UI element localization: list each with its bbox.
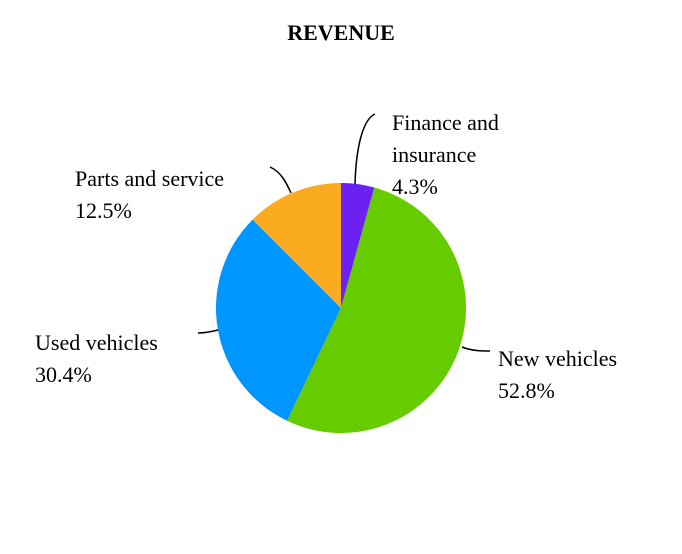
slice-label: New vehicles bbox=[498, 346, 617, 371]
slice-label: Used vehicles bbox=[35, 330, 158, 355]
pie-slice bbox=[252, 183, 341, 308]
leader-line bbox=[197, 329, 219, 334]
pie-slice bbox=[287, 187, 466, 433]
chart-title: REVENUE bbox=[287, 20, 395, 45]
slice-value-label: 52.8% bbox=[498, 378, 555, 403]
slice-value-label: 12.5% bbox=[75, 198, 132, 223]
slice-value-label: 30.4% bbox=[35, 362, 92, 387]
leader-line bbox=[461, 346, 491, 352]
pie-slice bbox=[341, 183, 375, 308]
label-line: Finance and bbox=[392, 110, 499, 135]
slice-label: Parts and service bbox=[75, 166, 224, 191]
leader-line bbox=[354, 113, 376, 185]
label-line: insurance bbox=[392, 142, 476, 167]
leader-line bbox=[269, 166, 292, 194]
slice-label: Finance and insurance bbox=[392, 110, 499, 167]
slice-value-label: 4.3% bbox=[392, 174, 438, 199]
pie-slice bbox=[215, 219, 341, 421]
